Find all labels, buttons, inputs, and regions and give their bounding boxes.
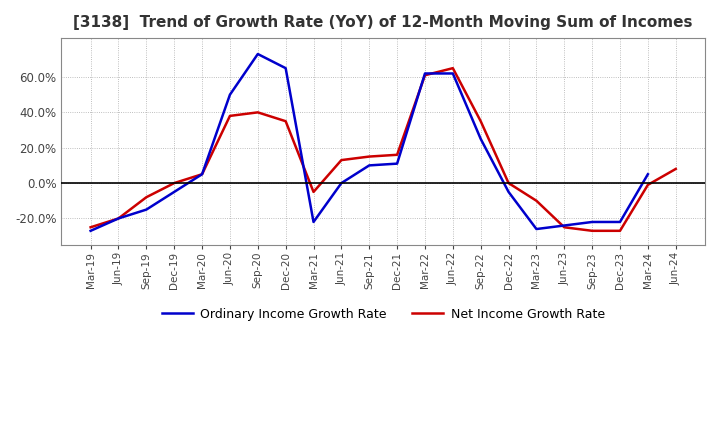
Ordinary Income Growth Rate (532, 227, 541, 232)
Net Income Growth Rate (644, 182, 652, 187)
Ordinary Income Growth Rate (560, 223, 569, 228)
Net Income Growth Rate (532, 198, 541, 203)
Legend: Ordinary Income Growth Rate, Net Income Growth Rate: Ordinary Income Growth Rate, Net Income … (157, 303, 610, 326)
Ordinary Income Growth Rate (504, 189, 513, 194)
Ordinary Income Growth Rate (477, 136, 485, 142)
Net Income Growth Rate (477, 118, 485, 124)
Net Income Growth Rate (420, 73, 429, 78)
Ordinary Income Growth Rate (393, 161, 402, 166)
Net Income Growth Rate (198, 172, 207, 177)
Net Income Growth Rate (114, 216, 123, 221)
Ordinary Income Growth Rate (365, 163, 374, 168)
Ordinary Income Growth Rate (198, 172, 207, 177)
Net Income Growth Rate (225, 113, 234, 118)
Net Income Growth Rate (365, 154, 374, 159)
Ordinary Income Growth Rate (114, 216, 123, 221)
Ordinary Income Growth Rate (86, 228, 95, 234)
Net Income Growth Rate (282, 118, 290, 124)
Net Income Growth Rate (309, 189, 318, 194)
Net Income Growth Rate (616, 228, 624, 234)
Ordinary Income Growth Rate (282, 66, 290, 71)
Net Income Growth Rate (672, 166, 680, 172)
Ordinary Income Growth Rate (420, 71, 429, 76)
Ordinary Income Growth Rate (225, 92, 234, 97)
Line: Ordinary Income Growth Rate: Ordinary Income Growth Rate (91, 54, 648, 231)
Ordinary Income Growth Rate (253, 51, 262, 57)
Ordinary Income Growth Rate (337, 180, 346, 186)
Net Income Growth Rate (253, 110, 262, 115)
Title: [3138]  Trend of Growth Rate (YoY) of 12-Month Moving Sum of Incomes: [3138] Trend of Growth Rate (YoY) of 12-… (73, 15, 693, 30)
Net Income Growth Rate (449, 66, 457, 71)
Net Income Growth Rate (560, 225, 569, 230)
Net Income Growth Rate (393, 152, 402, 158)
Ordinary Income Growth Rate (449, 71, 457, 76)
Net Income Growth Rate (337, 158, 346, 163)
Net Income Growth Rate (588, 228, 596, 234)
Net Income Growth Rate (504, 180, 513, 186)
Ordinary Income Growth Rate (170, 189, 179, 194)
Ordinary Income Growth Rate (309, 219, 318, 224)
Net Income Growth Rate (170, 180, 179, 186)
Line: Net Income Growth Rate: Net Income Growth Rate (91, 68, 676, 231)
Ordinary Income Growth Rate (616, 219, 624, 224)
Net Income Growth Rate (142, 194, 150, 200)
Ordinary Income Growth Rate (588, 219, 596, 224)
Net Income Growth Rate (86, 225, 95, 230)
Ordinary Income Growth Rate (644, 172, 652, 177)
Ordinary Income Growth Rate (142, 207, 150, 212)
